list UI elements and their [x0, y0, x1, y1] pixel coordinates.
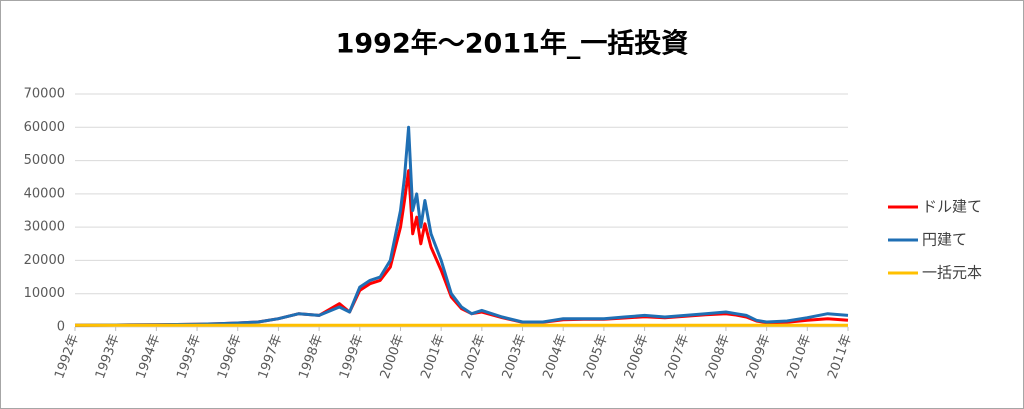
y-tick-label: 70000	[24, 87, 65, 102]
legend-label: 円建て	[922, 231, 967, 249]
legend-label: 一括元本	[922, 264, 982, 282]
y-tick-label: 10000	[24, 286, 65, 301]
y-tick-label: 30000	[24, 220, 65, 235]
y-tick-label: 0	[57, 320, 65, 335]
y-tick-label: 50000	[24, 153, 65, 168]
series-line	[74, 125, 849, 327]
y-tick-label: 20000	[24, 253, 65, 268]
legend-label: ドル建て	[922, 198, 982, 216]
y-tick-label: 60000	[24, 120, 65, 135]
chart-title: 1992年～2011年_一括投資	[336, 28, 689, 60]
y-tick-label: 40000	[24, 186, 65, 201]
